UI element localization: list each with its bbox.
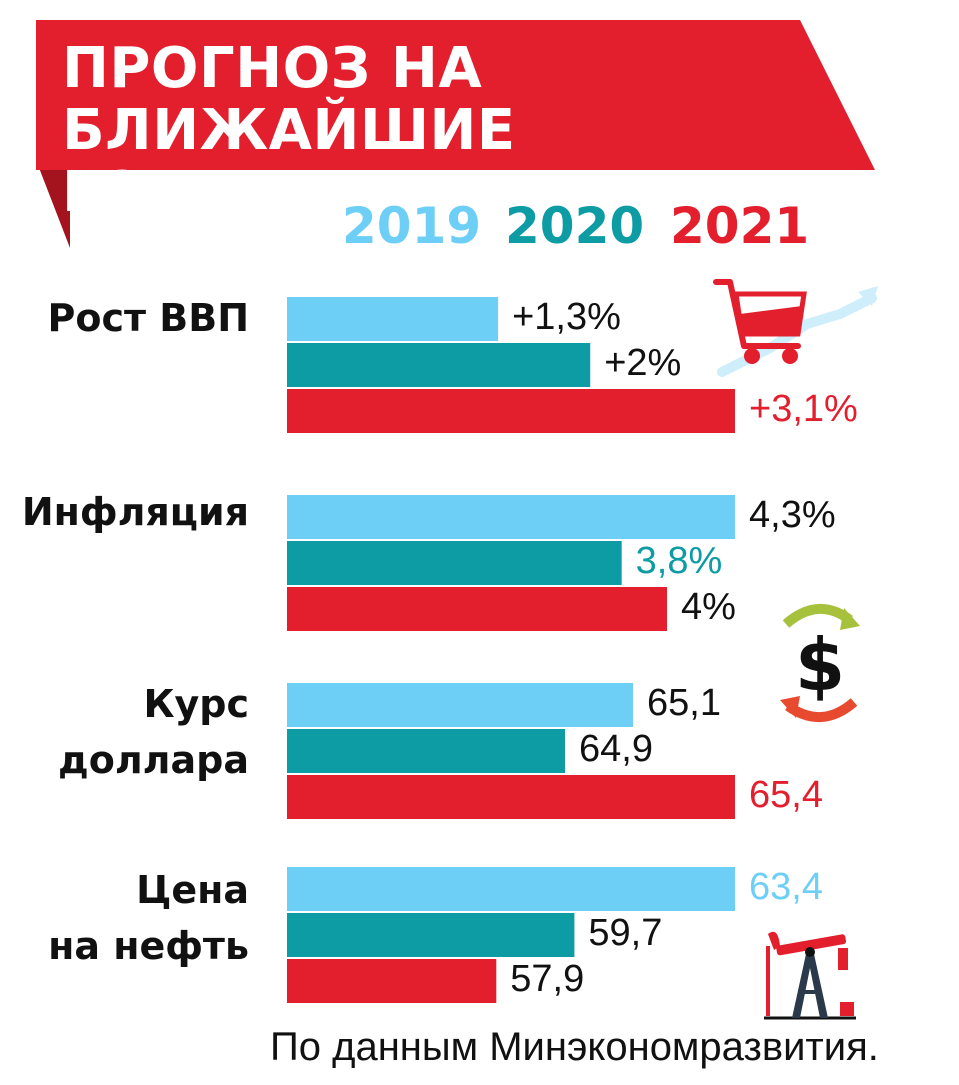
bar-gdp-2020 xyxy=(287,343,591,387)
value-label-inflation-2020: 3,8% xyxy=(635,540,723,582)
category-label-gdp: Рост ВВП xyxy=(47,296,249,340)
oil-pump-icon xyxy=(764,931,856,1020)
bar-usd-2019 xyxy=(287,683,633,727)
category-label-usd-line-2: доллара xyxy=(58,738,249,782)
value-label-oil-2019: 63,4 xyxy=(749,866,823,908)
bar-oil-2020 xyxy=(287,913,575,957)
bar-inflation-2019 xyxy=(287,495,735,539)
value-label-gdp-2019: +1,3% xyxy=(512,296,621,338)
bar-usd-2020 xyxy=(287,729,565,773)
legend-2020: 2020 xyxy=(505,197,645,255)
source-note: По данным Минэкономразвития. xyxy=(270,1025,879,1069)
value-label-usd-2020: 64,9 xyxy=(579,728,653,770)
banner-ribbon xyxy=(36,20,875,170)
header-banner xyxy=(36,20,875,248)
legend-2021: 2021 xyxy=(670,197,810,255)
category-label-oil-line-1: Цена xyxy=(136,868,249,912)
value-label-usd-2021: 65,4 xyxy=(749,774,823,816)
value-label-gdp-2020: +2% xyxy=(604,342,682,384)
bar-usd-2021 xyxy=(287,775,735,819)
value-label-oil-2020: 59,7 xyxy=(588,912,663,954)
category-label-usd-line-1: Курс xyxy=(143,682,249,726)
dollar-exchange-icon: $ xyxy=(780,603,860,723)
value-label-oil-2021: 57,9 xyxy=(510,958,585,1000)
bar-gdp-2019 xyxy=(287,297,499,341)
shopping-cart-growth-icon xyxy=(713,279,878,377)
category-label-oil: Цена на нефть xyxy=(9,862,249,974)
category-label-oil-line-2: на нефть xyxy=(48,924,249,968)
value-label-usd-2019: 65,1 xyxy=(647,682,721,724)
bar-oil-2021 xyxy=(287,959,497,1003)
chart-title: ПРОГНОЗ НА БЛИЖАЙШИЕ ГОДЫ xyxy=(62,38,822,224)
bar-oil-2019 xyxy=(287,867,735,911)
title-line-1: ПРОГНОЗ НА БЛИЖАЙШИЕ xyxy=(62,36,516,163)
category-label-inflation: Инфляция xyxy=(21,490,249,534)
title-line-2: ГОДЫ xyxy=(62,160,256,225)
legend-2019: 2019 xyxy=(342,197,482,255)
category-label-usd: Курс доллара xyxy=(9,676,249,788)
value-label-gdp-2021: +3,1% xyxy=(749,388,858,430)
svg-text:$: $ xyxy=(795,623,845,707)
banner-fold xyxy=(36,160,70,248)
value-label-inflation-2019: 4,3% xyxy=(749,494,836,536)
value-label-inflation-2021: 4% xyxy=(681,586,736,628)
bar-inflation-2020 xyxy=(287,541,622,585)
bar-inflation-2021 xyxy=(287,587,667,631)
bar-gdp-2021 xyxy=(287,389,735,433)
